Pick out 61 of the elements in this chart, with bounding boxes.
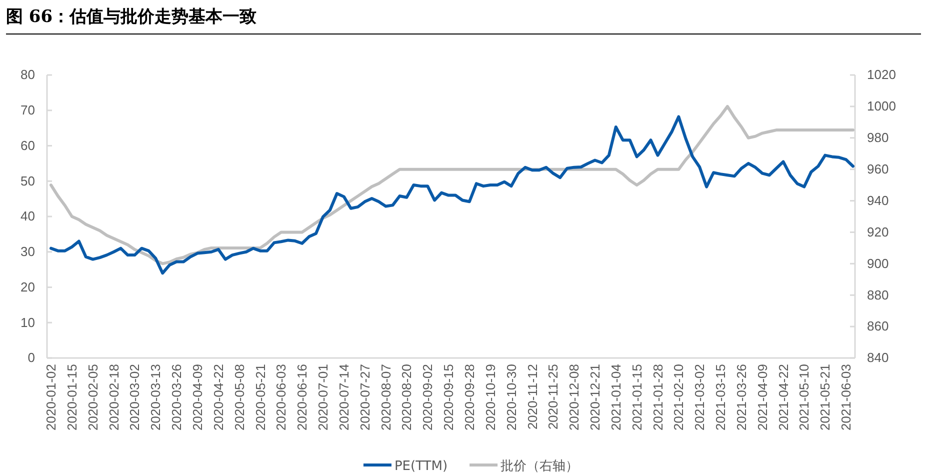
y-tick-label: 0 [28, 350, 35, 366]
x-tick-label: 2020-09-28 [462, 364, 477, 430]
x-tick-label: 2020-09-15 [441, 364, 456, 430]
x-tick-label: 2020-07-27 [357, 364, 372, 430]
y-tick-label: 60 [20, 138, 35, 153]
x-tick-label: 2020-12-08 [566, 364, 582, 430]
x-tick-label: 2020-11-25 [546, 364, 561, 430]
y-tick-label: 30 [20, 244, 35, 260]
y2-tick-label: 1020 [867, 67, 896, 82]
y2-tick-label: 860 [867, 318, 889, 334]
x-tick-label: 2020-04-09 [190, 364, 205, 430]
y2-tick-label: 920 [867, 224, 889, 240]
y-tick-label: 50 [20, 173, 35, 188]
x-tick-label: 2020-11-12 [524, 364, 540, 430]
x-tick-label: 2020-06-03 [274, 364, 289, 430]
x-tick-label: 2020-03-26 [169, 364, 184, 430]
y-tick-label: 40 [20, 208, 35, 224]
x-tick-label: 2020-01-15 [64, 364, 80, 430]
y2-tick-label: 880 [867, 287, 889, 302]
x-tick-label: 2020-01-02 [44, 364, 59, 430]
y-tick-label: 10 [20, 314, 35, 330]
x-tick-label: 2021-04-09 [754, 364, 770, 430]
x-tick-label: 2021-03-15 [713, 364, 728, 430]
x-tick-label: 2020-05-08 [232, 364, 247, 430]
x-tick-label: 2020-07-01 [316, 364, 331, 430]
x-tick-label: 2020-03-13 [148, 364, 164, 430]
x-tick-label: 2020-06-16 [294, 364, 310, 430]
y-tick-label: 70 [20, 102, 35, 118]
x-tick-label: 2021-01-15 [629, 364, 644, 430]
x-tick-label: 2021-05-21 [818, 364, 833, 430]
legend-label: 批价（右轴） [500, 459, 579, 474]
x-tick-label: 2020-05-21 [252, 364, 268, 430]
y2-tick-label: 980 [867, 130, 889, 146]
x-tick-label: 2021-06-03 [838, 364, 854, 430]
x-tick-label: 2021-03-02 [692, 364, 708, 430]
y2-tick-label: 900 [867, 256, 889, 271]
x-tick-label: 2020-04-22 [210, 364, 226, 430]
x-tick-label: 2021-04-22 [776, 364, 791, 430]
x-tick-label: 2021-01-04 [608, 364, 624, 430]
x-tick-label: 2020-02-05 [85, 364, 100, 430]
x-tick-label: 2020-10-30 [504, 364, 519, 430]
y2-tick-label: 940 [867, 192, 889, 208]
y2-tick-label: 1000 [867, 98, 896, 114]
y2-tick-label: 960 [867, 161, 889, 176]
x-tick-label: 2020-12-21 [588, 364, 603, 430]
legend-label: PE(TTM) [394, 459, 448, 474]
x-tick-label: 2020-03-02 [127, 364, 142, 430]
y2-tick-label: 840 [867, 350, 889, 366]
y-tick-label: 20 [20, 279, 35, 294]
x-tick-label: 2020-08-20 [399, 364, 414, 430]
x-tick-label: 2020-07-14 [336, 364, 352, 430]
x-tick-label: 2021-01-28 [650, 364, 666, 430]
x-tick-label: 2020-10-19 [482, 364, 498, 430]
chart-title: 图 66：估值与批价走势基本一致 [6, 7, 257, 27]
x-tick-label: 2021-03-26 [734, 364, 749, 430]
x-tick-label: 2020-09-02 [420, 364, 436, 430]
x-tick-label: 2021-02-10 [671, 364, 686, 430]
x-tick-label: 2020-02-18 [106, 364, 122, 430]
x-tick-label: 2020-08-07 [378, 364, 394, 430]
y-tick-label: 80 [20, 67, 35, 82]
x-tick-label: 2021-05-10 [796, 364, 812, 430]
